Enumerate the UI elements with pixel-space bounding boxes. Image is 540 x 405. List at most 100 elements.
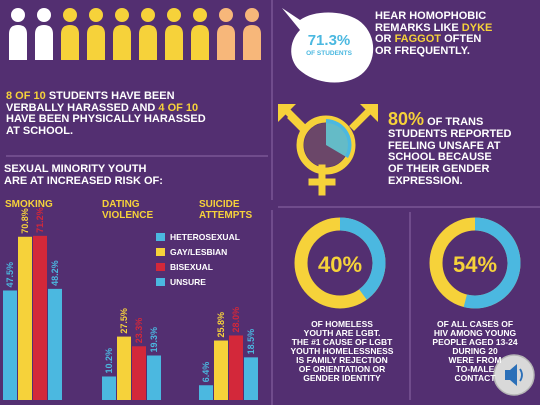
physical-stat: 4 of 10 xyxy=(158,101,199,114)
homophobic-pct: 71.3% xyxy=(307,32,351,49)
trans-line5: of their gender xyxy=(388,163,490,176)
bar xyxy=(147,355,161,400)
bar xyxy=(132,346,146,400)
person-icon xyxy=(61,8,79,60)
hiv-line1: of all cases of xyxy=(436,319,514,329)
transgender-symbol-icon xyxy=(278,104,378,196)
bar-value-label: 48.2% xyxy=(50,260,60,286)
chart-legend: HETEROSEXUAL GAY/LESBIAN BISEXUAL UNSURE xyxy=(156,232,240,287)
person-icon xyxy=(87,8,105,60)
bar xyxy=(48,288,62,400)
bar xyxy=(229,335,243,400)
homeless-line7: gender identity xyxy=(303,373,381,383)
trans-line6: expression. xyxy=(388,174,463,187)
homophobic-line3b: often xyxy=(444,33,482,46)
harassment-line4: at school. xyxy=(6,124,74,137)
bar-value-label: 28.0% xyxy=(231,307,241,333)
person-icon xyxy=(113,8,131,60)
bar xyxy=(117,336,131,400)
homeless-line4: youth homelessness xyxy=(290,346,394,356)
hiv-line4: during 20 xyxy=(452,346,498,356)
homophobic-word-faggot: faggot xyxy=(394,33,442,46)
bar-chart: SMOKING DATING VIOLENCE SUICIDE ATTEMPTS 47.5… xyxy=(3,199,258,400)
people-icon-row xyxy=(9,8,261,60)
hiv-line3: people aged 13-24 xyxy=(432,337,518,347)
bar xyxy=(244,357,258,400)
harassment-line2: verbally harassed and xyxy=(6,101,156,114)
trans-pct: 80% xyxy=(388,109,425,129)
person-icon xyxy=(191,8,209,60)
legend-label: UNSURE xyxy=(170,277,206,287)
trans-line3: feeling unsafe at xyxy=(388,139,501,152)
bar-value-label: 47.5% xyxy=(5,262,15,288)
bar xyxy=(214,340,228,400)
speech-bubble-shape xyxy=(282,8,374,83)
bar-value-label: 27.5% xyxy=(119,308,129,334)
risk-heading: Sexual minority youth are at increased r… xyxy=(4,163,266,187)
homophobic-text: Hear homophobic remarks like dyke or fag… xyxy=(375,10,539,58)
legend-swatch xyxy=(156,233,165,241)
bar-value-label: 19.3% xyxy=(149,327,159,353)
homophobic-pct-sub: of students xyxy=(306,50,352,57)
bar xyxy=(199,385,213,400)
hiv-line6: to-male xyxy=(455,364,495,374)
legend-swatch xyxy=(156,263,165,271)
legend-swatch xyxy=(156,248,165,256)
person-icon xyxy=(243,8,261,60)
verbal-stat: 8 of 10 xyxy=(6,90,46,102)
bar xyxy=(3,290,17,400)
person-icon xyxy=(9,8,27,60)
harassment-text: 8 of 10 students have been verbally hara… xyxy=(6,90,268,138)
donut-homeless: 40% xyxy=(294,217,386,309)
trans-text: 80% of trans students reported feeling u… xyxy=(388,109,538,187)
legend-label: GAY/LESBIAN xyxy=(170,247,227,257)
bar xyxy=(18,236,32,400)
person-icon xyxy=(217,8,235,60)
harassment-line3: have been physically harassed xyxy=(6,113,206,126)
bar-value-label: 71.2% xyxy=(35,207,45,233)
bar xyxy=(102,376,116,400)
donut-hiv-pct: 54% xyxy=(453,252,497,277)
homeless-line2: youth are LGBT. xyxy=(303,328,381,338)
speaker-icon[interactable] xyxy=(493,354,535,396)
risk-line2: are at increased risk of: xyxy=(4,174,163,187)
person-icon xyxy=(139,8,157,60)
legend-label: HETEROSEXUAL xyxy=(170,232,240,242)
hiv-text: of all cases of HIV among young people a… xyxy=(416,319,534,383)
trans-line1: of trans xyxy=(427,116,484,128)
person-icon xyxy=(165,8,183,60)
bar-value-label: 6.4% xyxy=(201,362,211,383)
risk-line1: Sexual minority youth xyxy=(4,163,147,175)
homophobic-line1: Hear homophobic xyxy=(375,10,487,22)
trans-line4: school because xyxy=(388,151,492,164)
homeless-line6: of orientation or xyxy=(298,364,386,374)
bar-value-label: 23.3% xyxy=(134,318,144,344)
speech-bubble xyxy=(282,8,374,83)
bar xyxy=(33,235,47,400)
donut-hiv-arc xyxy=(463,217,521,309)
bar-value-label: 18.5% xyxy=(246,329,256,355)
bar-value-label: 70.8% xyxy=(20,208,30,234)
homeless-line3: The #1 cause of LGBT xyxy=(291,337,393,347)
homeless-line5: is family rejection xyxy=(296,355,388,365)
bar-value-label: 25.8% xyxy=(216,312,226,338)
category-label: SUICIDE ATTEMPTS xyxy=(199,199,252,221)
homophobic-line3a: or xyxy=(375,33,392,46)
hiv-line5: were from xyxy=(448,355,502,365)
category-label: DATING VIOLENCE xyxy=(102,199,153,221)
homeless-line1: of homeless xyxy=(311,319,373,329)
donut-homeless-arc xyxy=(339,217,386,300)
hiv-line2: HIV among young xyxy=(433,328,517,338)
harassment-line1: students have been xyxy=(48,90,175,102)
legend-label: BISEXUAL xyxy=(170,262,213,272)
donut-hiv: 54% xyxy=(429,217,521,309)
homeless-text: of homeless youth are LGBT. The #1 cause… xyxy=(282,319,402,383)
homophobic-line4: or frequently. xyxy=(375,44,470,57)
homophobic-line2: remarks like xyxy=(375,21,459,34)
trans-line2: students reported xyxy=(388,128,512,141)
person-icon xyxy=(35,8,53,60)
